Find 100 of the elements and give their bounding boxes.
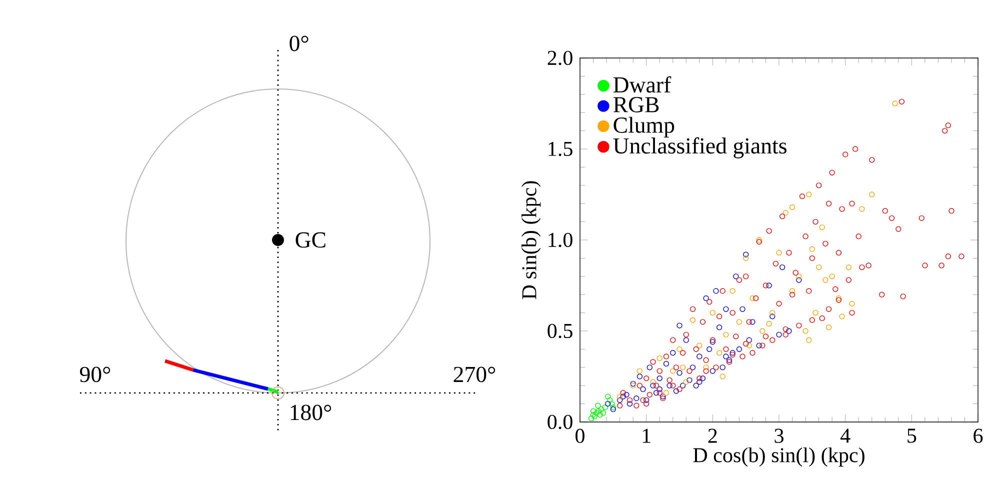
point (713, 288, 719, 294)
point (720, 364, 726, 370)
point (770, 310, 776, 316)
point (789, 204, 796, 210)
point (733, 274, 739, 280)
point (656, 375, 662, 382)
legend-label: Dwarf (613, 76, 672, 93)
point (670, 350, 676, 356)
point (819, 224, 825, 230)
point (723, 354, 729, 360)
point (616, 394, 623, 400)
point (590, 412, 596, 418)
point (723, 332, 729, 338)
point (750, 295, 756, 302)
point (786, 328, 792, 334)
point (822, 277, 828, 283)
point (592, 414, 598, 420)
point (644, 397, 650, 403)
point (693, 382, 699, 388)
point (829, 274, 835, 280)
point (676, 322, 682, 328)
y-tick-label: 1.5 (548, 142, 572, 156)
point (806, 192, 812, 198)
x-tick-label: 1 (642, 428, 650, 443)
point (869, 192, 875, 198)
point (736, 319, 742, 325)
point (600, 410, 606, 416)
point (683, 337, 689, 343)
point (609, 400, 615, 407)
point (743, 252, 749, 258)
point (746, 337, 752, 343)
point (626, 400, 633, 407)
point (636, 374, 643, 380)
point (696, 342, 702, 348)
point (646, 364, 652, 370)
point (723, 306, 729, 312)
point (636, 368, 643, 374)
point (588, 416, 594, 422)
point (802, 328, 808, 334)
point (616, 397, 623, 403)
point (595, 402, 601, 408)
point (743, 255, 749, 261)
point (746, 342, 752, 348)
point (680, 364, 686, 370)
x-tick-label: 2 (708, 428, 717, 443)
point (656, 355, 662, 362)
x-tick-label: 6 (974, 428, 983, 443)
point (607, 397, 613, 403)
point (680, 382, 686, 388)
point (676, 370, 682, 376)
point (676, 346, 682, 352)
point (796, 277, 802, 283)
point (849, 300, 855, 306)
point (706, 346, 712, 352)
point (690, 317, 696, 323)
point (756, 342, 762, 348)
point (650, 379, 656, 385)
point (605, 400, 611, 407)
point (703, 295, 709, 302)
point (776, 250, 782, 256)
point (624, 392, 630, 398)
x-tick-label: 0 (576, 428, 584, 443)
point (596, 408, 602, 414)
point (770, 314, 776, 320)
point (716, 324, 722, 330)
point (590, 408, 596, 414)
point (789, 288, 796, 294)
point (780, 264, 786, 270)
y-tick-label: 2.0 (548, 50, 572, 66)
x-tick-label: 3 (774, 428, 784, 443)
point (796, 274, 802, 280)
point (839, 314, 845, 320)
point (816, 264, 822, 270)
point (663, 360, 670, 367)
y-axis-title: D sin(b) (kpc) (522, 181, 541, 300)
point (846, 264, 852, 270)
point (650, 382, 656, 388)
point (670, 368, 676, 374)
point (686, 377, 692, 383)
point (653, 390, 660, 396)
point (720, 374, 726, 380)
text: 180° (290, 404, 332, 420)
point (766, 320, 772, 327)
point (696, 354, 702, 360)
point (594, 410, 600, 416)
point (666, 382, 672, 388)
x-tick-label: 4 (840, 428, 850, 443)
point (812, 310, 818, 316)
x-axis-title: D cos(b) sin(l) (kpc) (693, 447, 864, 467)
point (740, 306, 746, 312)
legend-label: Clump (614, 116, 674, 138)
point (766, 282, 772, 288)
point (703, 364, 709, 370)
point (710, 310, 716, 316)
point (826, 324, 832, 330)
point (605, 394, 611, 400)
y-tick-label: 1.0 (548, 232, 572, 248)
y-tick-label: 0.0 (548, 414, 572, 430)
legend-label: RGB (613, 97, 659, 112)
point (806, 337, 812, 343)
